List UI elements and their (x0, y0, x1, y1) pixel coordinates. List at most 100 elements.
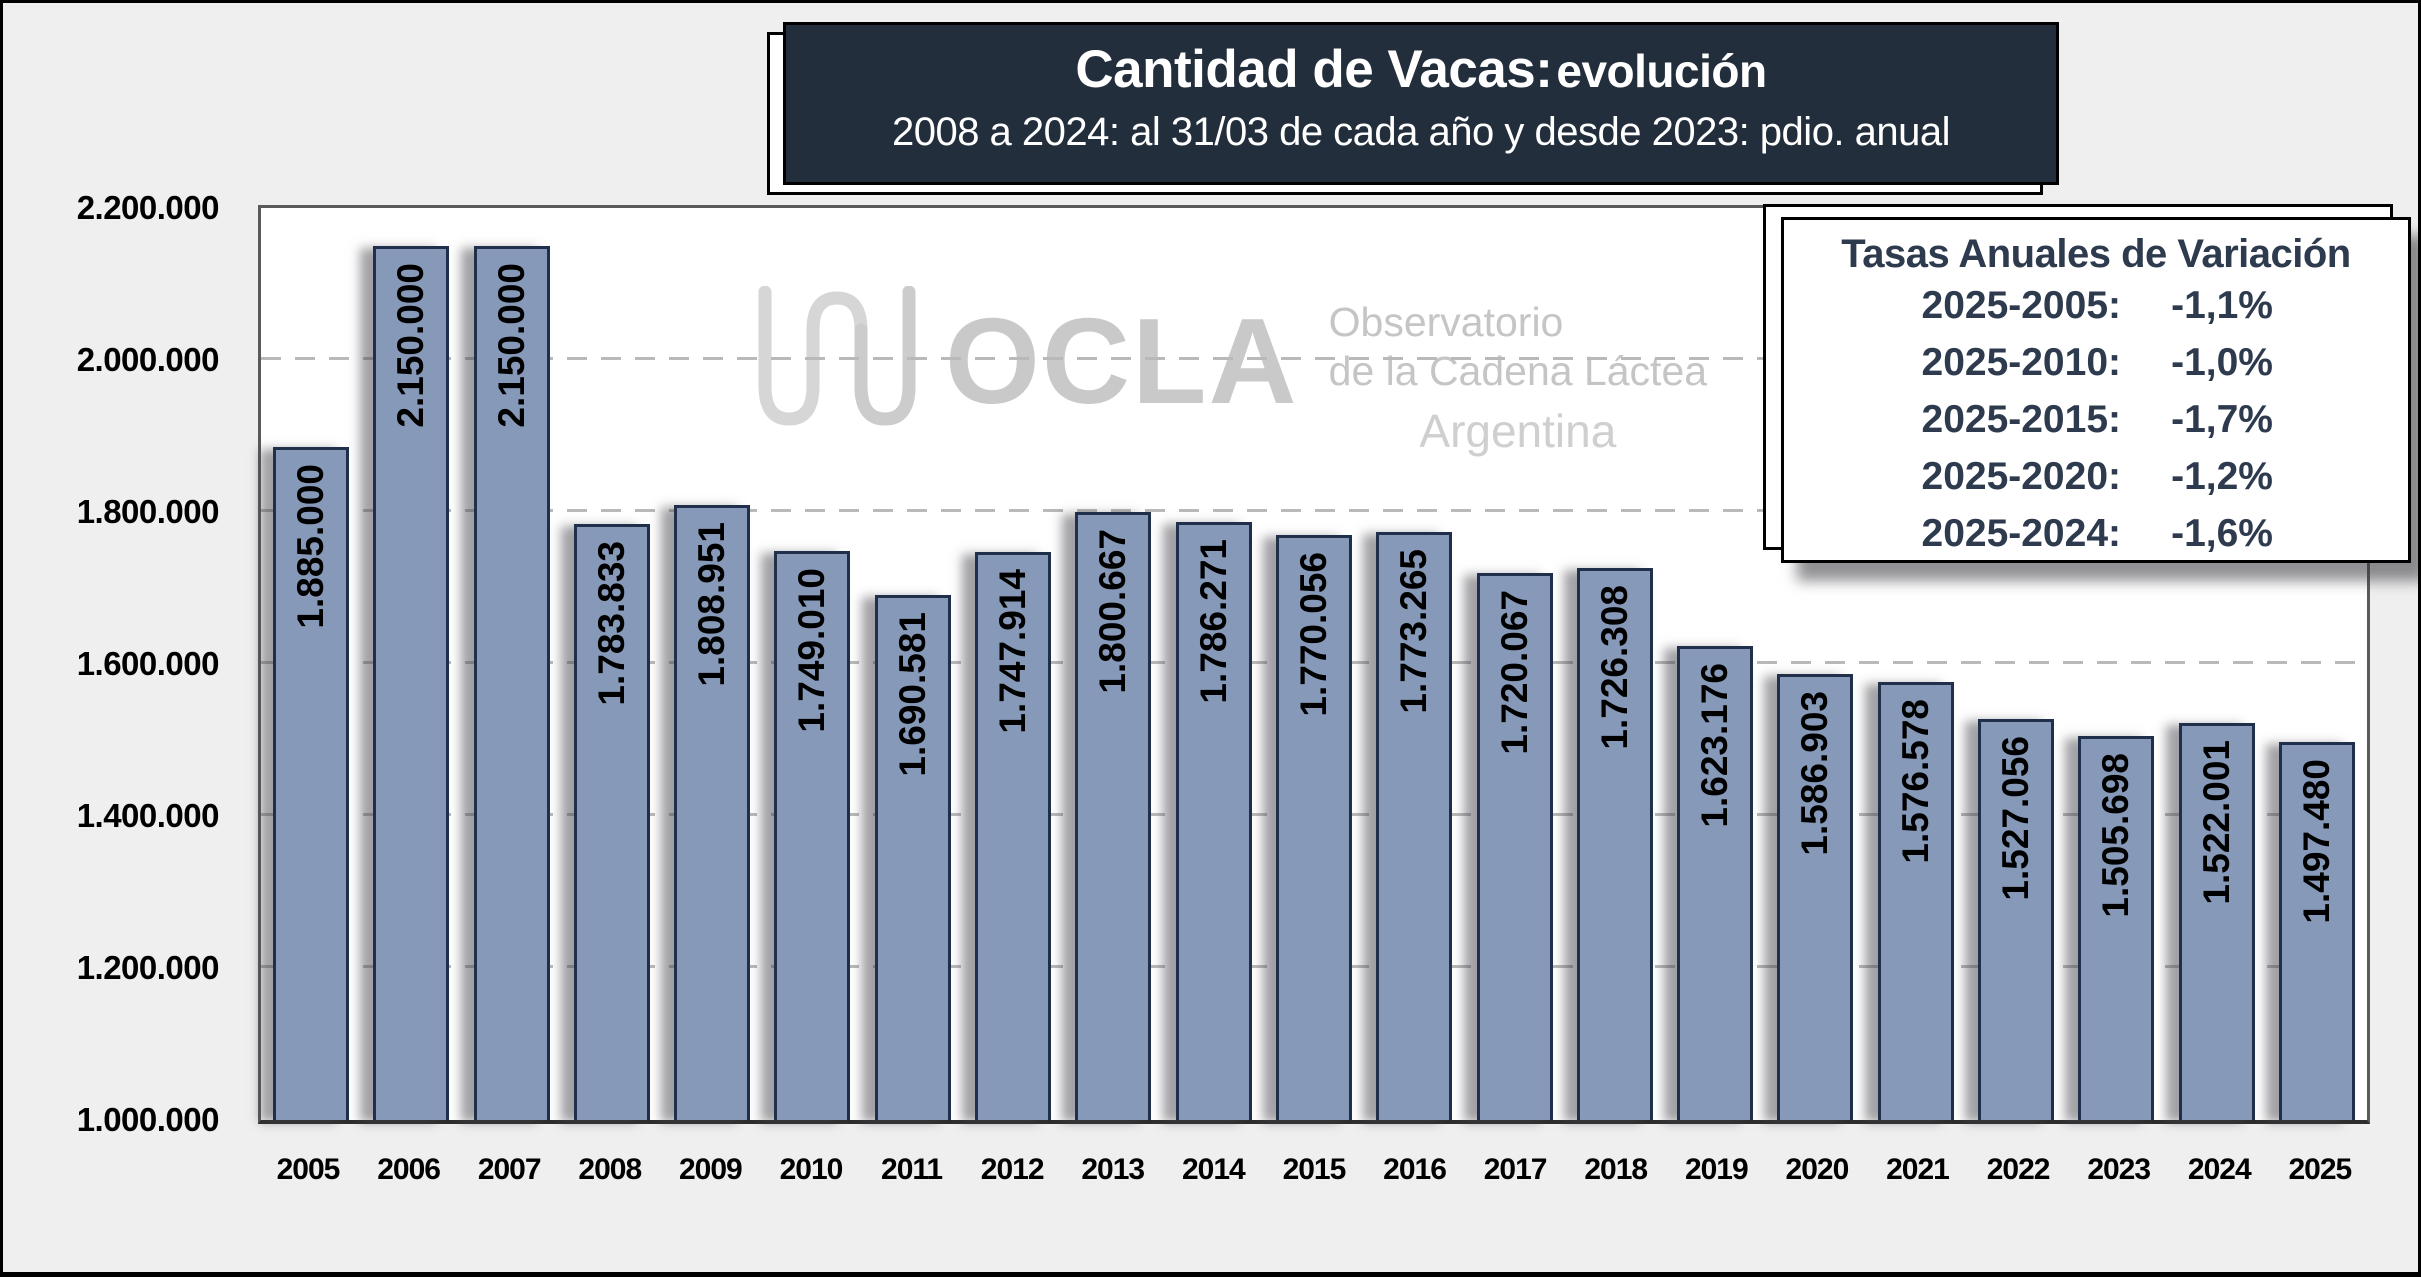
bar-2025: 1.497.480 (2278, 741, 2355, 1120)
x-tick-label: 2022 (1986, 1153, 2051, 1186)
bar-2022: 1.527.056 (1978, 719, 2055, 1120)
watermark-brand: OCLA (945, 293, 1299, 429)
legend-row-value: -1,0% (2171, 341, 2273, 384)
gridline-1800000 (261, 509, 2367, 513)
bar-2012: 1.747.914 (975, 551, 1052, 1120)
bar-value-label: 1.770.056 (1279, 552, 1349, 717)
bar-value-text: 1.800.667 (1092, 528, 1134, 694)
legend-row-value: -1,7% (2171, 398, 2273, 441)
bar-value-label: 2.150.000 (376, 263, 446, 428)
y-tick-label-1.800.000: 1.800.000 (76, 493, 220, 530)
x-tick-2017: 2017 (1477, 1153, 1553, 1187)
bar-value-text: 1.747.914 (992, 568, 1034, 734)
bar-2006: 2.150.000 (373, 246, 450, 1120)
variation-legend-box: Tasas Anuales de Variación 2025-2005: -1,… (1781, 217, 2411, 563)
x-tick-2019: 2019 (1678, 1153, 1754, 1187)
bar-2020: 1.586.903 (1777, 673, 1854, 1120)
x-tick-2016: 2016 (1377, 1153, 1453, 1187)
legend-row-label: 2025-2005: (1921, 284, 2122, 327)
bar-value-label: 1.586.903 (1780, 691, 1850, 856)
bar-2015: 1.770.056 (1275, 534, 1352, 1120)
x-tick-2024: 2024 (2181, 1153, 2257, 1187)
bar-value-text: 1.527.056 (1995, 736, 2037, 902)
legend-row-value: -1,6% (2171, 512, 2273, 555)
bar-value-label: 1.690.581 (878, 612, 948, 777)
x-tick-label: 2008 (578, 1153, 642, 1186)
x-tick-2012: 2012 (974, 1153, 1050, 1187)
x-tick-2025: 2025 (2282, 1153, 2358, 1187)
bar-value-text: 1.586.903 (1794, 690, 1836, 856)
x-tick-2007: 2007 (471, 1153, 547, 1187)
x-tick-2009: 2009 (672, 1153, 748, 1187)
bar-2018: 1.726.308 (1576, 568, 1653, 1120)
bar-2007: 2.150.000 (473, 246, 550, 1120)
legend-row-label: 2025-2015: (1921, 398, 2122, 441)
bar-value-text: 1.885.000 (290, 464, 331, 630)
bar-value-text: 1.576.578 (1894, 698, 1936, 864)
watermark-tagline-line3: Argentina (1419, 405, 1617, 457)
x-tick-label: 2020 (1785, 1153, 1850, 1186)
y-tick-label-1.200.000: 1.200.000 (76, 949, 220, 986)
y-tick-label-2.000.000: 2.000.000 (76, 341, 220, 378)
chart-title-main: Cantidad de Vacas: (1075, 40, 1553, 99)
x-tick-2013: 2013 (1075, 1153, 1151, 1187)
watermark-tagline: Observatorio de la Cadena Láctea Argenti… (1329, 298, 1707, 458)
bar-2019: 1.623.176 (1677, 646, 1754, 1120)
bar-2014: 1.786.271 (1175, 522, 1252, 1120)
watermark: OCLA Observatorio de la Cadena Láctea Ar… (753, 285, 1707, 458)
watermark-tagline-line2: de la Cadena Láctea (1328, 348, 1708, 394)
x-tick-label: 2016 (1383, 1153, 1447, 1186)
bar-value-label: 1.497.480 (2282, 759, 2352, 924)
x-tick-label: 2010 (779, 1153, 844, 1186)
x-tick-label: 2017 (1483, 1153, 1548, 1186)
legend-row-2: 2025-2015: -1,7% (1784, 391, 2408, 448)
bar-value-label: 1.747.914 (978, 569, 1048, 734)
gridline-2000000 (261, 357, 2367, 360)
legend-row-4: 2025-2024: -1,6% (1784, 505, 2408, 562)
bar-2016: 1.773.265 (1376, 532, 1453, 1120)
bar-value-text: 1.749.010 (791, 567, 833, 733)
x-tick-label: 2006 (377, 1153, 441, 1186)
x-tick-2011: 2011 (874, 1153, 950, 1187)
x-tick-2021: 2021 (1880, 1153, 1956, 1187)
chart-subtitle: 2008 a 2024: al 31/03 de cada año y desd… (891, 110, 1951, 154)
chart-title-accent: evolución (1556, 45, 1767, 97)
bar-2008: 1.783.833 (573, 524, 650, 1120)
x-tick-label: 2024 (2187, 1153, 2252, 1186)
y-tick-label-2.200.000: 2.200.000 (76, 189, 220, 226)
bar-value-label: 2.150.000 (477, 263, 547, 428)
bar-value-label: 1.505.698 (2081, 753, 2151, 918)
variation-legend-title: Tasas Anuales de Variación (1841, 232, 2351, 276)
bar-value-text: 1.786.271 (1192, 539, 1234, 705)
watermark-tagline-line1: Observatorio (1328, 299, 1564, 345)
bar-value-text: 1.522.001 (2195, 740, 2237, 905)
bar-value-label: 1.720.067 (1480, 590, 1550, 755)
bar-value-text: 1.808.951 (691, 522, 733, 687)
x-tick-label: 2013 (1081, 1153, 1145, 1186)
x-tick-2014: 2014 (1175, 1153, 1251, 1187)
bar-value-text: 1.726.308 (1593, 585, 1635, 750)
bar-value-label: 1.623.176 (1680, 663, 1750, 828)
legend-row-value: -1,2% (2171, 455, 2273, 498)
x-tick-label: 2019 (1684, 1153, 1749, 1186)
bar-value-label: 1.527.056 (1981, 736, 2051, 901)
bar-value-text: 1.690.581 (891, 612, 933, 777)
x-tick-label: 2015 (1282, 1153, 1347, 1186)
chart-title: Cantidad de Vacas: evolución (786, 39, 2056, 100)
bar-value-label: 1.749.010 (777, 568, 847, 733)
bar-2010: 1.749.010 (774, 550, 851, 1120)
bar-value-text: 1.773.265 (1393, 549, 1435, 714)
x-tick-label: 2018 (1584, 1153, 1648, 1186)
x-tick-label: 2005 (276, 1153, 341, 1186)
bar-value-text: 1.623.176 (1694, 663, 1736, 828)
bar-value-text: 1.783.833 (590, 541, 632, 706)
bar-series: 1.885.000 2.150.000 2.150.000 1.783.833 1.80… (261, 208, 2367, 1120)
x-tick-label: 2021 (1886, 1153, 1950, 1186)
x-tick-2010: 2010 (773, 1153, 849, 1187)
x-tick-label: 2012 (980, 1153, 1045, 1186)
x-tick-label: 2009 (679, 1153, 743, 1186)
bar-2017: 1.720.067 (1476, 572, 1553, 1120)
legend-row-label: 2025-2020: (1921, 455, 2122, 498)
legend-row-1: 2025-2010: -1,0% (1784, 334, 2408, 391)
